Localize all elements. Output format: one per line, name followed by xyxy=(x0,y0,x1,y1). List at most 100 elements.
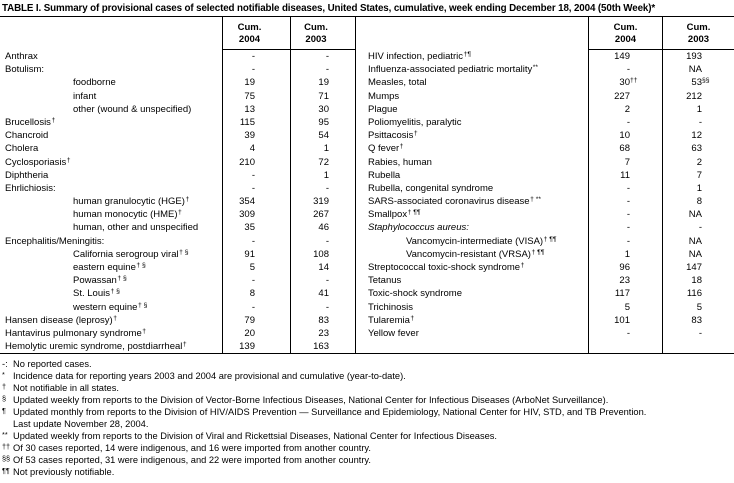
footnote: Last update November 28, 2004. xyxy=(0,418,734,430)
value-cum-2004: 149 xyxy=(588,50,662,64)
value-cum-2004: 4 xyxy=(222,142,290,156)
value-cum-2004: 10 xyxy=(588,129,662,143)
disease-label: foodborne xyxy=(73,77,116,89)
value-cum-2003: 7 xyxy=(662,168,734,182)
value-cum-2003: 2 xyxy=(662,155,734,169)
value-cum-2003: 53§§ xyxy=(662,76,734,90)
value-cum-2004: 117 xyxy=(588,287,662,301)
value-cum-2003: - xyxy=(290,234,355,248)
value-cum-2003: 212 xyxy=(662,89,734,103)
footnote-marker: † xyxy=(2,381,7,391)
disease-label: Hansen disease (leprosy)† xyxy=(5,314,118,326)
footnote-text: Incidence data for reporting years 2003 … xyxy=(13,371,406,382)
footnote: § Updated weekly from reports to the Divi… xyxy=(0,394,734,406)
value-cum-2004: 96 xyxy=(588,261,662,275)
value-cum-2003: - xyxy=(290,63,355,77)
disease-label: Tularemia† xyxy=(355,313,588,327)
value-cum-2003 xyxy=(662,340,734,354)
value-cum-2003: 41 xyxy=(290,287,355,301)
footnote: §§ Of 53 cases reported, 31 were indigeno… xyxy=(0,454,734,466)
disease-label: St. Louis† § xyxy=(73,288,120,300)
value-cum-2003: 19 xyxy=(290,76,355,90)
value-cum-2004: - xyxy=(588,221,662,235)
value-cum-2004: - xyxy=(588,63,662,77)
value-cum-2004 xyxy=(588,340,662,354)
value-cum-2003: 108 xyxy=(290,247,355,261)
header-spacer-right xyxy=(355,17,588,50)
footnote-marker: †† xyxy=(2,441,11,451)
disease-label: Rubella, congenital syndrome xyxy=(355,181,588,196)
column-header-left-cum-2004: Cum. 2004 xyxy=(222,17,290,50)
footnote-text: Last update November 28, 2004. xyxy=(13,419,149,430)
disease-label: Toxic-shock syndrome xyxy=(355,287,588,301)
disease-label: Botulism: xyxy=(5,64,45,76)
value-cum-2003: - xyxy=(290,300,355,314)
value-cum-2003: 147 xyxy=(662,261,734,275)
value-cum-2003: - xyxy=(290,181,355,196)
disease-label: Tetanus xyxy=(355,274,588,288)
disease-label: eastern equine† § xyxy=(73,262,146,273)
value-cum-2004: 11 xyxy=(588,168,662,182)
value-cum-2003: 14 xyxy=(290,261,355,275)
disease-label: western equine† § xyxy=(73,301,148,313)
header-spacer-left xyxy=(0,17,222,50)
disease-label: Trichinosis xyxy=(355,300,588,314)
value-cum-2004: 20 xyxy=(222,326,290,341)
value-cum-2003: NA xyxy=(662,208,734,222)
value-cum-2003: - xyxy=(662,326,734,341)
column-header-left-cum-2003: Cum. 2003 xyxy=(290,17,355,50)
disease-label: Hantavirus pulmonary syndrome† xyxy=(5,327,147,339)
disease-label: infant xyxy=(73,90,97,102)
disease-label: California serogroup viral† § xyxy=(73,248,189,260)
footnote-text: No reported cases. xyxy=(13,359,92,370)
year-2004-label: 2004 xyxy=(614,34,637,45)
footnote-marker: ¶¶ xyxy=(2,465,10,475)
footnote: †† Of 30 cases reported, 14 were indigeno… xyxy=(0,442,734,454)
disease-label: Vancomycin-intermediate (VISA)† ¶¶ xyxy=(355,234,588,248)
value-cum-2003: 83 xyxy=(662,313,734,327)
value-cum-2003: 72 xyxy=(290,155,355,169)
value-cum-2004: 39 xyxy=(222,129,290,143)
footnote-marker: §§ xyxy=(2,453,11,463)
footnote-marker: -: xyxy=(2,359,8,370)
disease-label: Hemolytic uremic syndrome, postdiarrheal… xyxy=(5,341,187,353)
value-cum-2004: 210 xyxy=(222,155,290,169)
value-cum-2004: 19 xyxy=(222,76,290,90)
disease-label: Anthrax xyxy=(5,51,38,62)
disease-label: Cholera xyxy=(5,143,39,155)
value-cum-2003: NA xyxy=(662,234,734,248)
disease-label: Ehrlichiosis: xyxy=(5,182,56,194)
value-cum-2003: 46 xyxy=(290,221,355,235)
value-cum-2004: 2 xyxy=(588,102,662,116)
value-cum-2004: 354 xyxy=(222,195,290,209)
footnote: ¶¶ Not previously notifiable. xyxy=(0,466,734,478)
disease-label: Yellow fever xyxy=(355,326,588,341)
value-cum-2004: 227 xyxy=(588,89,662,103)
footnote-marker: § xyxy=(2,393,7,403)
value-cum-2004: 1 xyxy=(588,247,662,261)
value-cum-2004: - xyxy=(222,234,290,248)
value-cum-2004: 115 xyxy=(222,115,290,130)
value-cum-2003: 1 xyxy=(662,102,734,116)
value-cum-2004: 35 xyxy=(222,221,290,235)
disease-label: Brucellosis† xyxy=(5,116,56,128)
footnote-text: Of 53 cases reported, 31 were indigenous… xyxy=(13,455,371,466)
footnote-text: Not previously notifiable. xyxy=(13,467,115,478)
year-2003-label: 2003 xyxy=(305,34,327,45)
footnote: † Not notifiable in all states. xyxy=(0,382,734,394)
value-cum-2003: 163 xyxy=(290,340,355,354)
value-cum-2004: - xyxy=(588,181,662,196)
disease-label: Staphylococcus aureus: xyxy=(355,221,588,235)
disease-label: Chancroid xyxy=(5,130,49,142)
value-cum-2003: 71 xyxy=(290,89,355,103)
value-cum-2004: - xyxy=(222,168,290,182)
value-cum-2003: 54 xyxy=(290,129,355,143)
value-cum-2003: 1 xyxy=(662,181,734,196)
value-cum-2004: - xyxy=(588,195,662,209)
disease-label: HIV infection, pediatric†¶ xyxy=(355,50,588,64)
disease-label: Streptococcal toxic-shock syndrome† xyxy=(355,261,588,275)
value-cum-2004: 91 xyxy=(222,247,290,261)
footnote-marker: ¶ xyxy=(2,405,6,415)
value-cum-2004: - xyxy=(588,208,662,222)
footnote: ¶ Updated monthly from reports to the Div… xyxy=(0,406,734,418)
